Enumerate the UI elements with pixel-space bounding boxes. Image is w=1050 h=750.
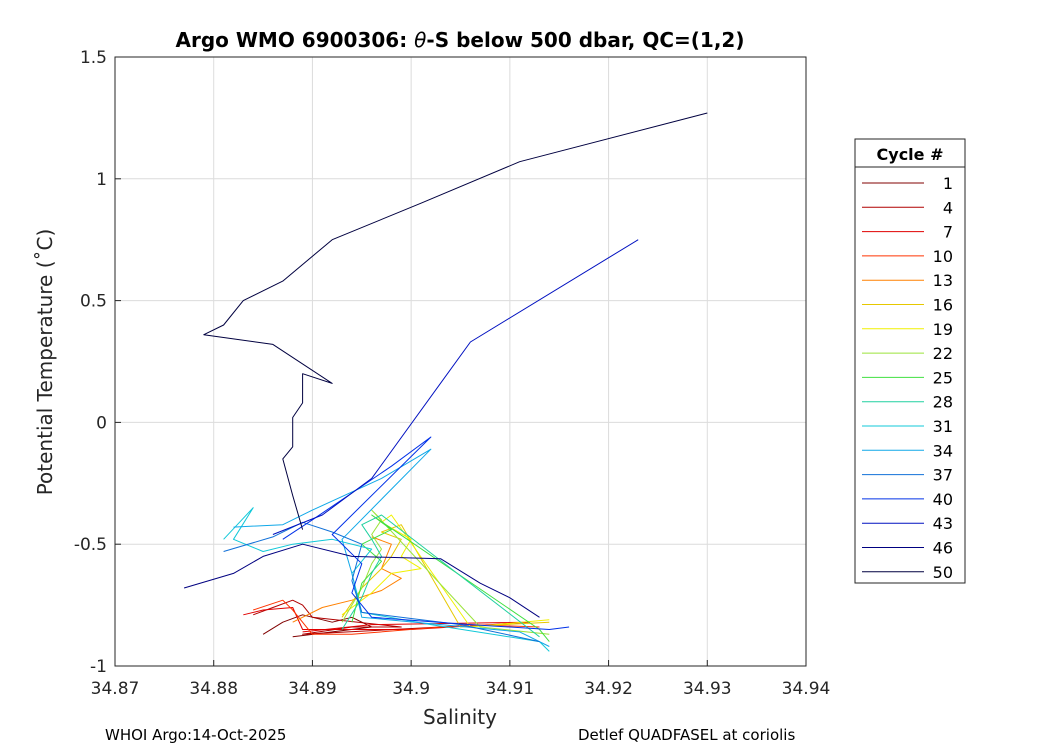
legend-title: Cycle # (877, 145, 944, 164)
series-line-cycle-1 (262, 614, 373, 638)
legend-label-1: 1 (943, 174, 953, 193)
chart-title: Argo WMO 6900306: θ-S below 500 dbar, QC… (176, 28, 745, 52)
series-line-cycle-46 (183, 543, 540, 618)
x-tick-label: 34.88 (189, 679, 238, 699)
y-tick-labels: -1 -0.5 0 0.5 1 1.5 (74, 48, 107, 677)
series-layer (183, 112, 708, 652)
footer-left: WHOI Argo:14-Oct-2025 (105, 726, 287, 744)
x-tick-labels: 34.87 34.88 34.89 34.9 34.91 34.92 34.93 34.94 (91, 679, 831, 699)
x-tick-label: 34.93 (683, 679, 732, 699)
series-line-cycle-31 (223, 507, 550, 652)
series-line-cycle-34 (233, 448, 550, 647)
legend-label-10: 10 (933, 247, 953, 266)
legend-label-4: 4 (943, 198, 953, 217)
legend-label-50: 50 (933, 563, 953, 582)
legend: Cycle # 1 4 7 10 13 16 19 22 25 28 31 34 37 40 43 46 50 (854, 138, 966, 584)
legend-box (854, 138, 966, 584)
series-line-cycle-13 (292, 536, 402, 623)
y-tick-label: 1.5 (80, 48, 107, 68)
legend-label-22: 22 (933, 344, 953, 363)
legend-label-13: 13 (933, 271, 953, 290)
x-axis-label: Salinity (423, 705, 497, 729)
legend-label-37: 37 (933, 466, 953, 485)
y-tick-label: 0.5 (80, 292, 107, 312)
x-tick-label: 34.91 (486, 679, 535, 699)
legend-label-25: 25 (933, 368, 953, 387)
x-tick-label: 34.89 (288, 679, 337, 699)
legend-label-46: 46 (933, 539, 953, 558)
plot-area (115, 57, 806, 666)
y-axis-label: Potential Temperature (˚C) (33, 229, 57, 496)
series-line-cycle-37 (223, 521, 540, 643)
series-line-cycle-40 (282, 436, 570, 630)
y-tick-label: -1 (90, 657, 107, 677)
x-tick-label: 34.9 (392, 679, 430, 699)
legend-label-34: 34 (933, 441, 953, 460)
y-tick-label: 1 (96, 170, 107, 190)
legend-label-28: 28 (933, 393, 953, 412)
y-tick-label: 0 (96, 413, 107, 433)
legend-label-31: 31 (933, 417, 953, 436)
legend-label-16: 16 (933, 296, 953, 315)
x-tick-label: 34.87 (91, 679, 140, 699)
legend-label-19: 19 (933, 320, 953, 339)
series-line-cycle-43 (272, 239, 639, 535)
series-line-cycle-25 (351, 514, 550, 642)
legend-items: 1 4 7 10 13 16 19 22 25 28 31 34 37 40 43 46 50 (862, 174, 953, 582)
series-line-cycle-4 (253, 599, 441, 635)
series-line-cycle-7 (243, 607, 531, 633)
legend-label-7: 7 (943, 223, 953, 242)
x-tick-label: 34.94 (782, 679, 831, 699)
legend-label-40: 40 (933, 490, 953, 509)
legend-label-43: 43 (933, 514, 953, 533)
x-tick-label: 34.92 (584, 679, 633, 699)
axes-box (114, 56, 807, 667)
series-line-cycle-50 (203, 112, 708, 530)
series-line-cycle-28 (341, 514, 540, 638)
y-tick-label: -0.5 (74, 535, 107, 555)
footer-right: Detlef QUADFASEL at coriolis (578, 726, 796, 744)
